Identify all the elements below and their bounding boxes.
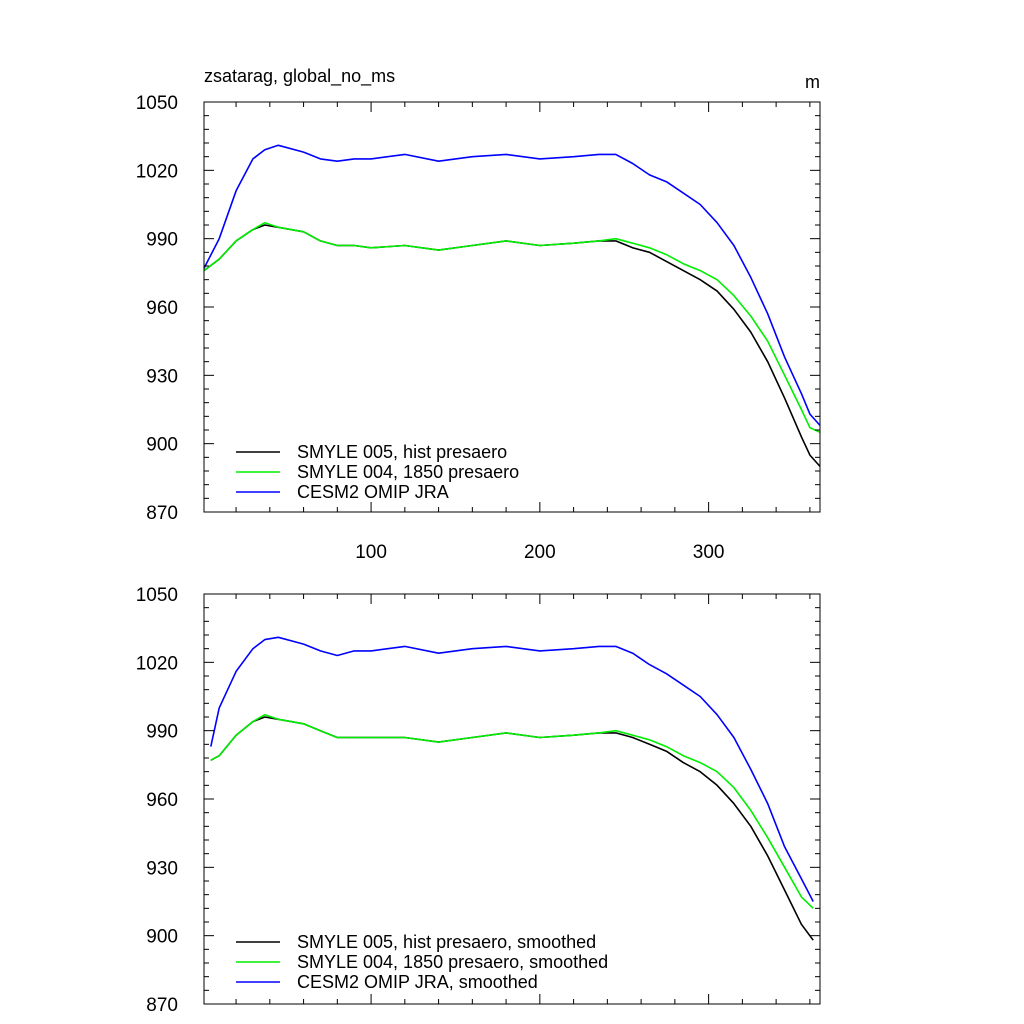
series-line-0-0 [203,224,821,467]
y-tick-label: 990 [146,722,178,743]
y-tick-label: 930 [146,858,178,879]
x-tick-label: 100 [355,542,387,563]
legend-label: SMYLE 004, 1850 presaero [297,462,519,482]
series-line-1-0 [210,716,814,941]
y-tick-label: 960 [146,790,178,811]
chart-title: zsatarag, global_no_ms [204,66,395,87]
legend-label: SMYLE 005, hist presaero [297,442,507,462]
legend-label: CESM2 OMIP JRA, smoothed [297,972,538,992]
y-tick-label: 900 [146,435,178,456]
y-tick-label: 960 [146,298,178,319]
y-tick-label: 900 [146,927,178,948]
legend-label: SMYLE 005, hist presaero, smoothed [297,932,596,952]
series-line-1-1 [210,713,814,909]
series-line-1-2 [210,636,814,902]
y-tick-label: 870 [146,503,178,524]
y-tick-label: 1050 [136,93,178,114]
x-tick-label: 300 [693,542,725,563]
y-tick-label: 1050 [136,585,178,606]
series-line-0-1 [203,221,821,434]
panel-bottom: 870 900 930 960 990 1020 1050 SMYLE 005, hist p… [136,585,821,1016]
y-tick-label: 1020 [136,161,178,182]
x-tick-label: 200 [524,542,556,563]
y-tick-label: 930 [146,366,178,387]
panel-top: 870 900 930 960 990 1020 1050 100 200 300 SMYLE 00… [136,93,821,563]
y-tick-label: 990 [146,230,178,251]
y-tick-label: 1020 [136,653,178,674]
y-tick-label: 870 [146,995,178,1016]
legend-label: CESM2 OMIP JRA [297,482,449,502]
legend-label: SMYLE 004, 1850 presaero, smoothed [297,952,608,972]
series-line-0-2 [203,144,821,426]
units-label: m [805,72,820,92]
